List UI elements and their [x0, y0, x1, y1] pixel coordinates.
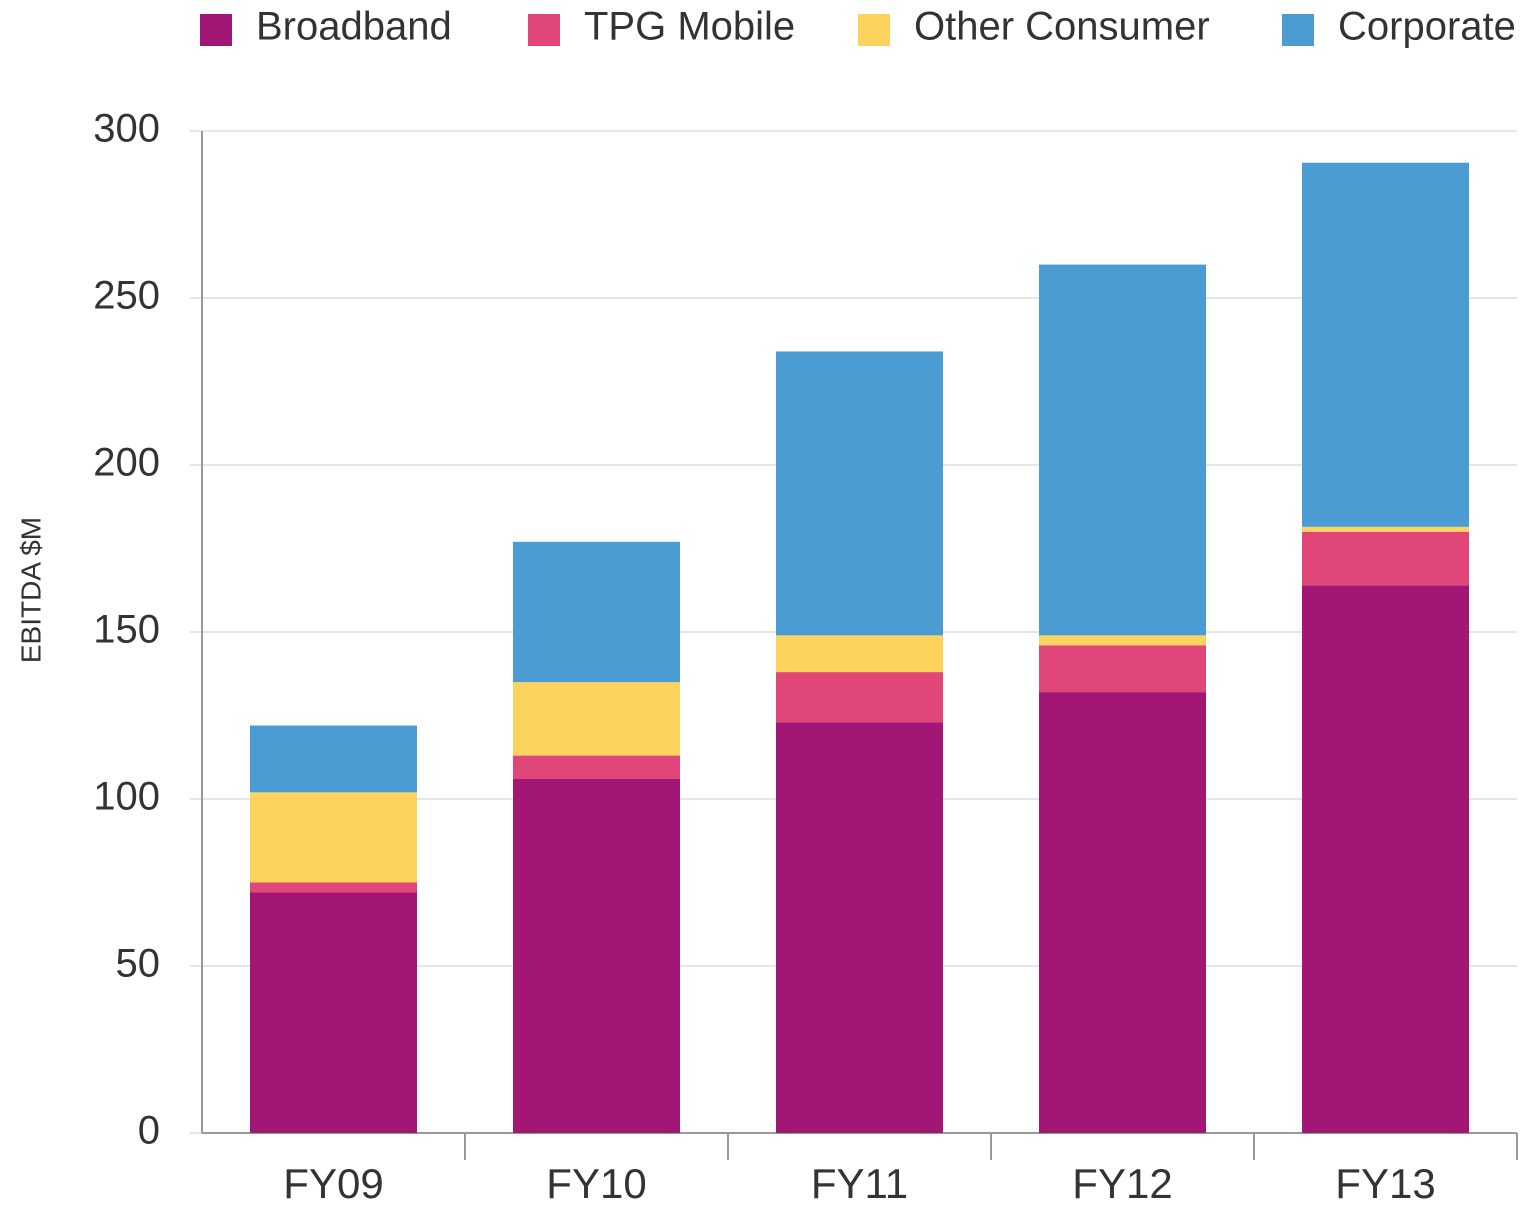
bar-segment: [1039, 692, 1206, 1133]
bar-segment: [1302, 526, 1469, 532]
y-tick-label: 300: [93, 107, 160, 151]
bar-segment: [1039, 264, 1206, 636]
bar-segment: [1039, 635, 1206, 646]
y-tick-label: 150: [93, 608, 160, 652]
bar-segment: [776, 672, 943, 723]
bar-segment: [513, 755, 680, 779]
y-tick-label: 50: [116, 942, 161, 986]
x-tick-label: FY12: [1072, 1160, 1172, 1207]
y-axis-label: EBITDA $M: [15, 517, 46, 663]
bar-segment: [1302, 531, 1469, 586]
bar-segment: [1302, 162, 1469, 527]
bar-segment: [513, 541, 680, 683]
bar-segment: [250, 792, 417, 883]
legend-swatch: [858, 14, 890, 46]
y-tick-label: 250: [93, 274, 160, 318]
x-tick-label: FY11: [811, 1160, 908, 1207]
bar-segment: [1039, 645, 1206, 693]
legend-label: Other Consumer: [914, 5, 1210, 49]
bar-segment: [250, 892, 417, 1133]
bar-segment: [250, 725, 417, 793]
bar-segment: [513, 778, 680, 1133]
bar-segment: [776, 722, 943, 1133]
x-tick-label: FY13: [1335, 1160, 1435, 1207]
legend-label: TPG Mobile: [584, 5, 795, 49]
bar-segment: [1302, 585, 1469, 1133]
y-tick-label: 200: [93, 441, 160, 485]
x-tick-label: FY10: [546, 1160, 646, 1207]
bar-segment: [250, 882, 417, 893]
legend-swatch: [200, 14, 232, 46]
y-tick-label: 0: [138, 1109, 160, 1153]
bar-segment: [776, 351, 943, 636]
legend-label: Broadband: [256, 5, 452, 49]
x-tick-label: FY09: [283, 1160, 383, 1207]
legend-swatch: [1282, 14, 1314, 46]
legend-label: Corporate: [1338, 5, 1516, 49]
legend-swatch: [528, 14, 560, 46]
y-tick-label: 100: [93, 775, 160, 819]
bar-segment: [776, 635, 943, 673]
bar-segment: [513, 682, 680, 756]
